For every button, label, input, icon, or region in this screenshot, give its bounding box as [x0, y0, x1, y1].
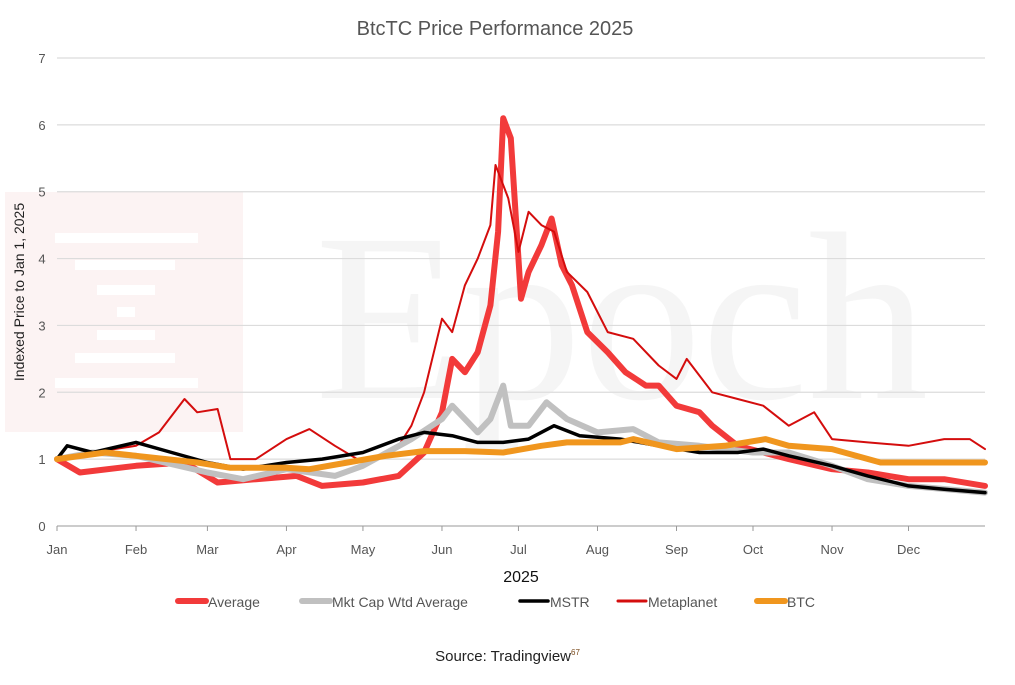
y-tick-label: 6 — [38, 118, 45, 133]
y-tick-label: 7 — [38, 51, 45, 66]
series-line-average — [54, 115, 988, 489]
series-line-mstr — [55, 423, 987, 495]
x-tick-label: Mar — [196, 542, 219, 557]
series-line-btc — [54, 436, 988, 473]
y-tick-label: 4 — [38, 252, 45, 267]
x-tick-label: Jul — [510, 542, 527, 557]
series-lines — [54, 115, 988, 496]
chart-title: BtcTC Price Performance 2025 — [357, 18, 634, 40]
x-tick-label: Jun — [431, 542, 452, 557]
x-tick-labels: Jan Feb Mar Apr May Jun Jul Aug Sep Oct Nov Dec — [47, 526, 921, 557]
y-axis-label: Indexed Price to Jan 1, 2025 — [11, 203, 27, 381]
x-axis-label: 2025 — [503, 569, 539, 586]
series-line-metaplanet — [56, 164, 986, 464]
source-note: Source: Tradingview67 — [0, 648, 1015, 665]
x-tick-label: Feb — [125, 542, 147, 557]
watermark-text: Epoch — [315, 184, 928, 450]
x-tick-label: Nov — [820, 542, 844, 557]
y-tick-label: 2 — [38, 385, 45, 400]
line-chart: Epoch 0 1 2 3 4 5 6 7 Jan Feb Mar Apr May Jun Jul Aug S… — [5, 18, 988, 610]
legend-label-mkt-cap-wtd-average: Mkt Cap Wtd Average — [332, 594, 468, 610]
x-tick-label: Aug — [586, 542, 609, 557]
x-tick-label: May — [351, 542, 376, 557]
legend: Average Mkt Cap Wtd Average MSTR Metaplanet… — [175, 594, 815, 610]
epoch-watermark: Epoch — [5, 184, 928, 450]
footnote-ref: 67 — [571, 648, 580, 657]
y-tick-label: 3 — [38, 318, 45, 333]
source-text: Source: Tradingview — [435, 648, 571, 665]
y-tick-label: 1 — [38, 452, 45, 467]
gridlines — [57, 57, 985, 460]
x-tick-label: Sep — [665, 542, 688, 557]
x-tick-label: Oct — [743, 542, 764, 557]
legend-label-btc: BTC — [787, 594, 815, 610]
legend-label-mstr: MSTR — [550, 594, 590, 610]
x-tick-label: Apr — [276, 542, 297, 557]
y-tick-labels: 0 1 2 3 4 5 6 7 — [38, 51, 45, 534]
legend-label-average: Average — [208, 594, 260, 610]
x-tick-label: Jan — [47, 542, 68, 557]
x-tick-label: Dec — [897, 542, 921, 557]
legend-label-metaplanet: Metaplanet — [648, 594, 717, 610]
y-tick-label: 0 — [38, 519, 45, 534]
y-tick-label: 5 — [38, 185, 45, 200]
